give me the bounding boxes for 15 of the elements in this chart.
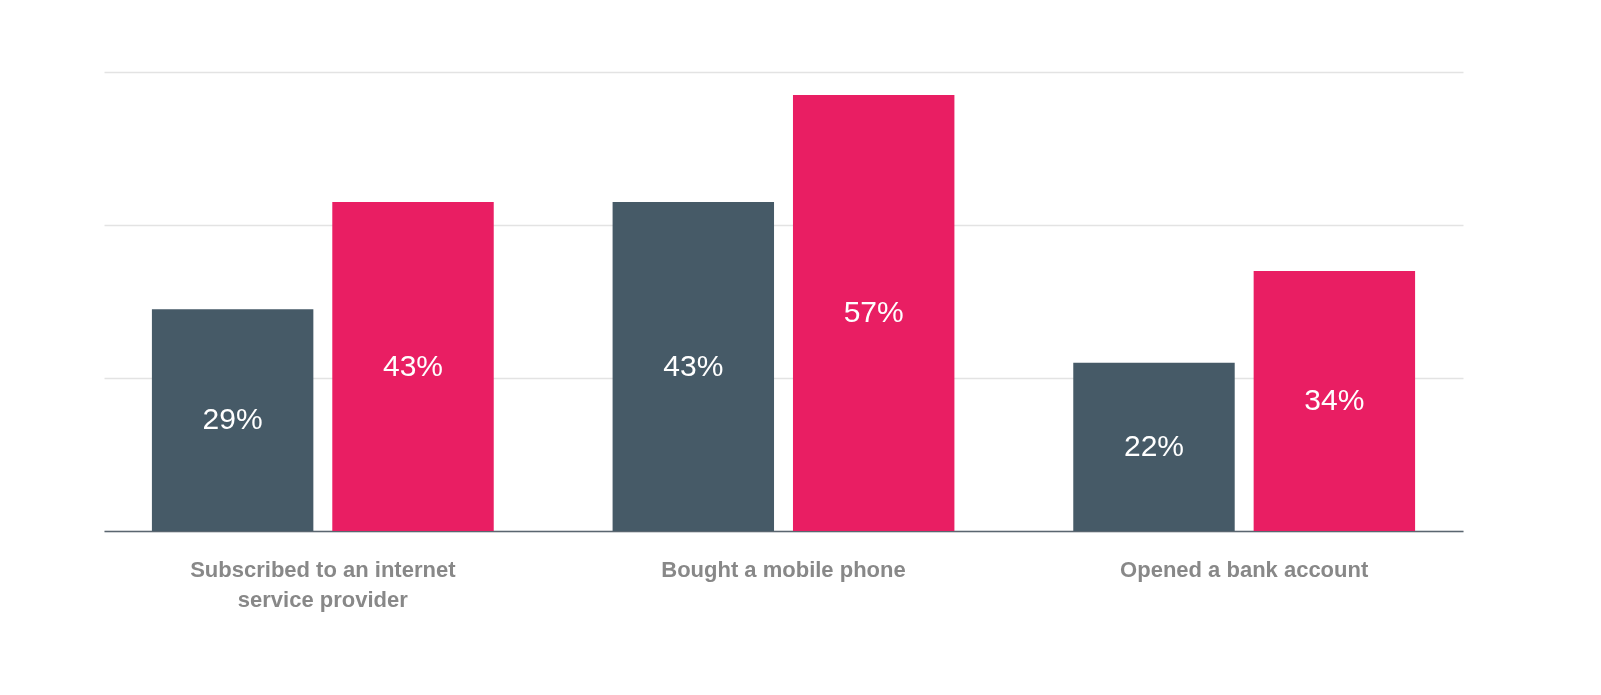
data-label: 43%	[663, 348, 724, 382]
bar	[1073, 362, 1235, 531]
data-label: 34%	[1304, 382, 1365, 416]
x-tick-label: Bought a mobile phone	[661, 556, 906, 582]
bar	[151, 309, 314, 531]
bar	[792, 94, 955, 531]
bar	[332, 202, 494, 531]
data-label: 57%	[843, 294, 904, 328]
data-label: 43%	[382, 348, 444, 382]
bar	[1253, 270, 1416, 531]
bar	[612, 202, 775, 531]
x-tick-label: Subscribed to an internet service provider	[190, 556, 457, 612]
data-label: 22%	[1123, 428, 1185, 462]
data-label: 29%	[202, 402, 263, 436]
x-tick-label: Opened a bank account	[1120, 556, 1369, 582]
